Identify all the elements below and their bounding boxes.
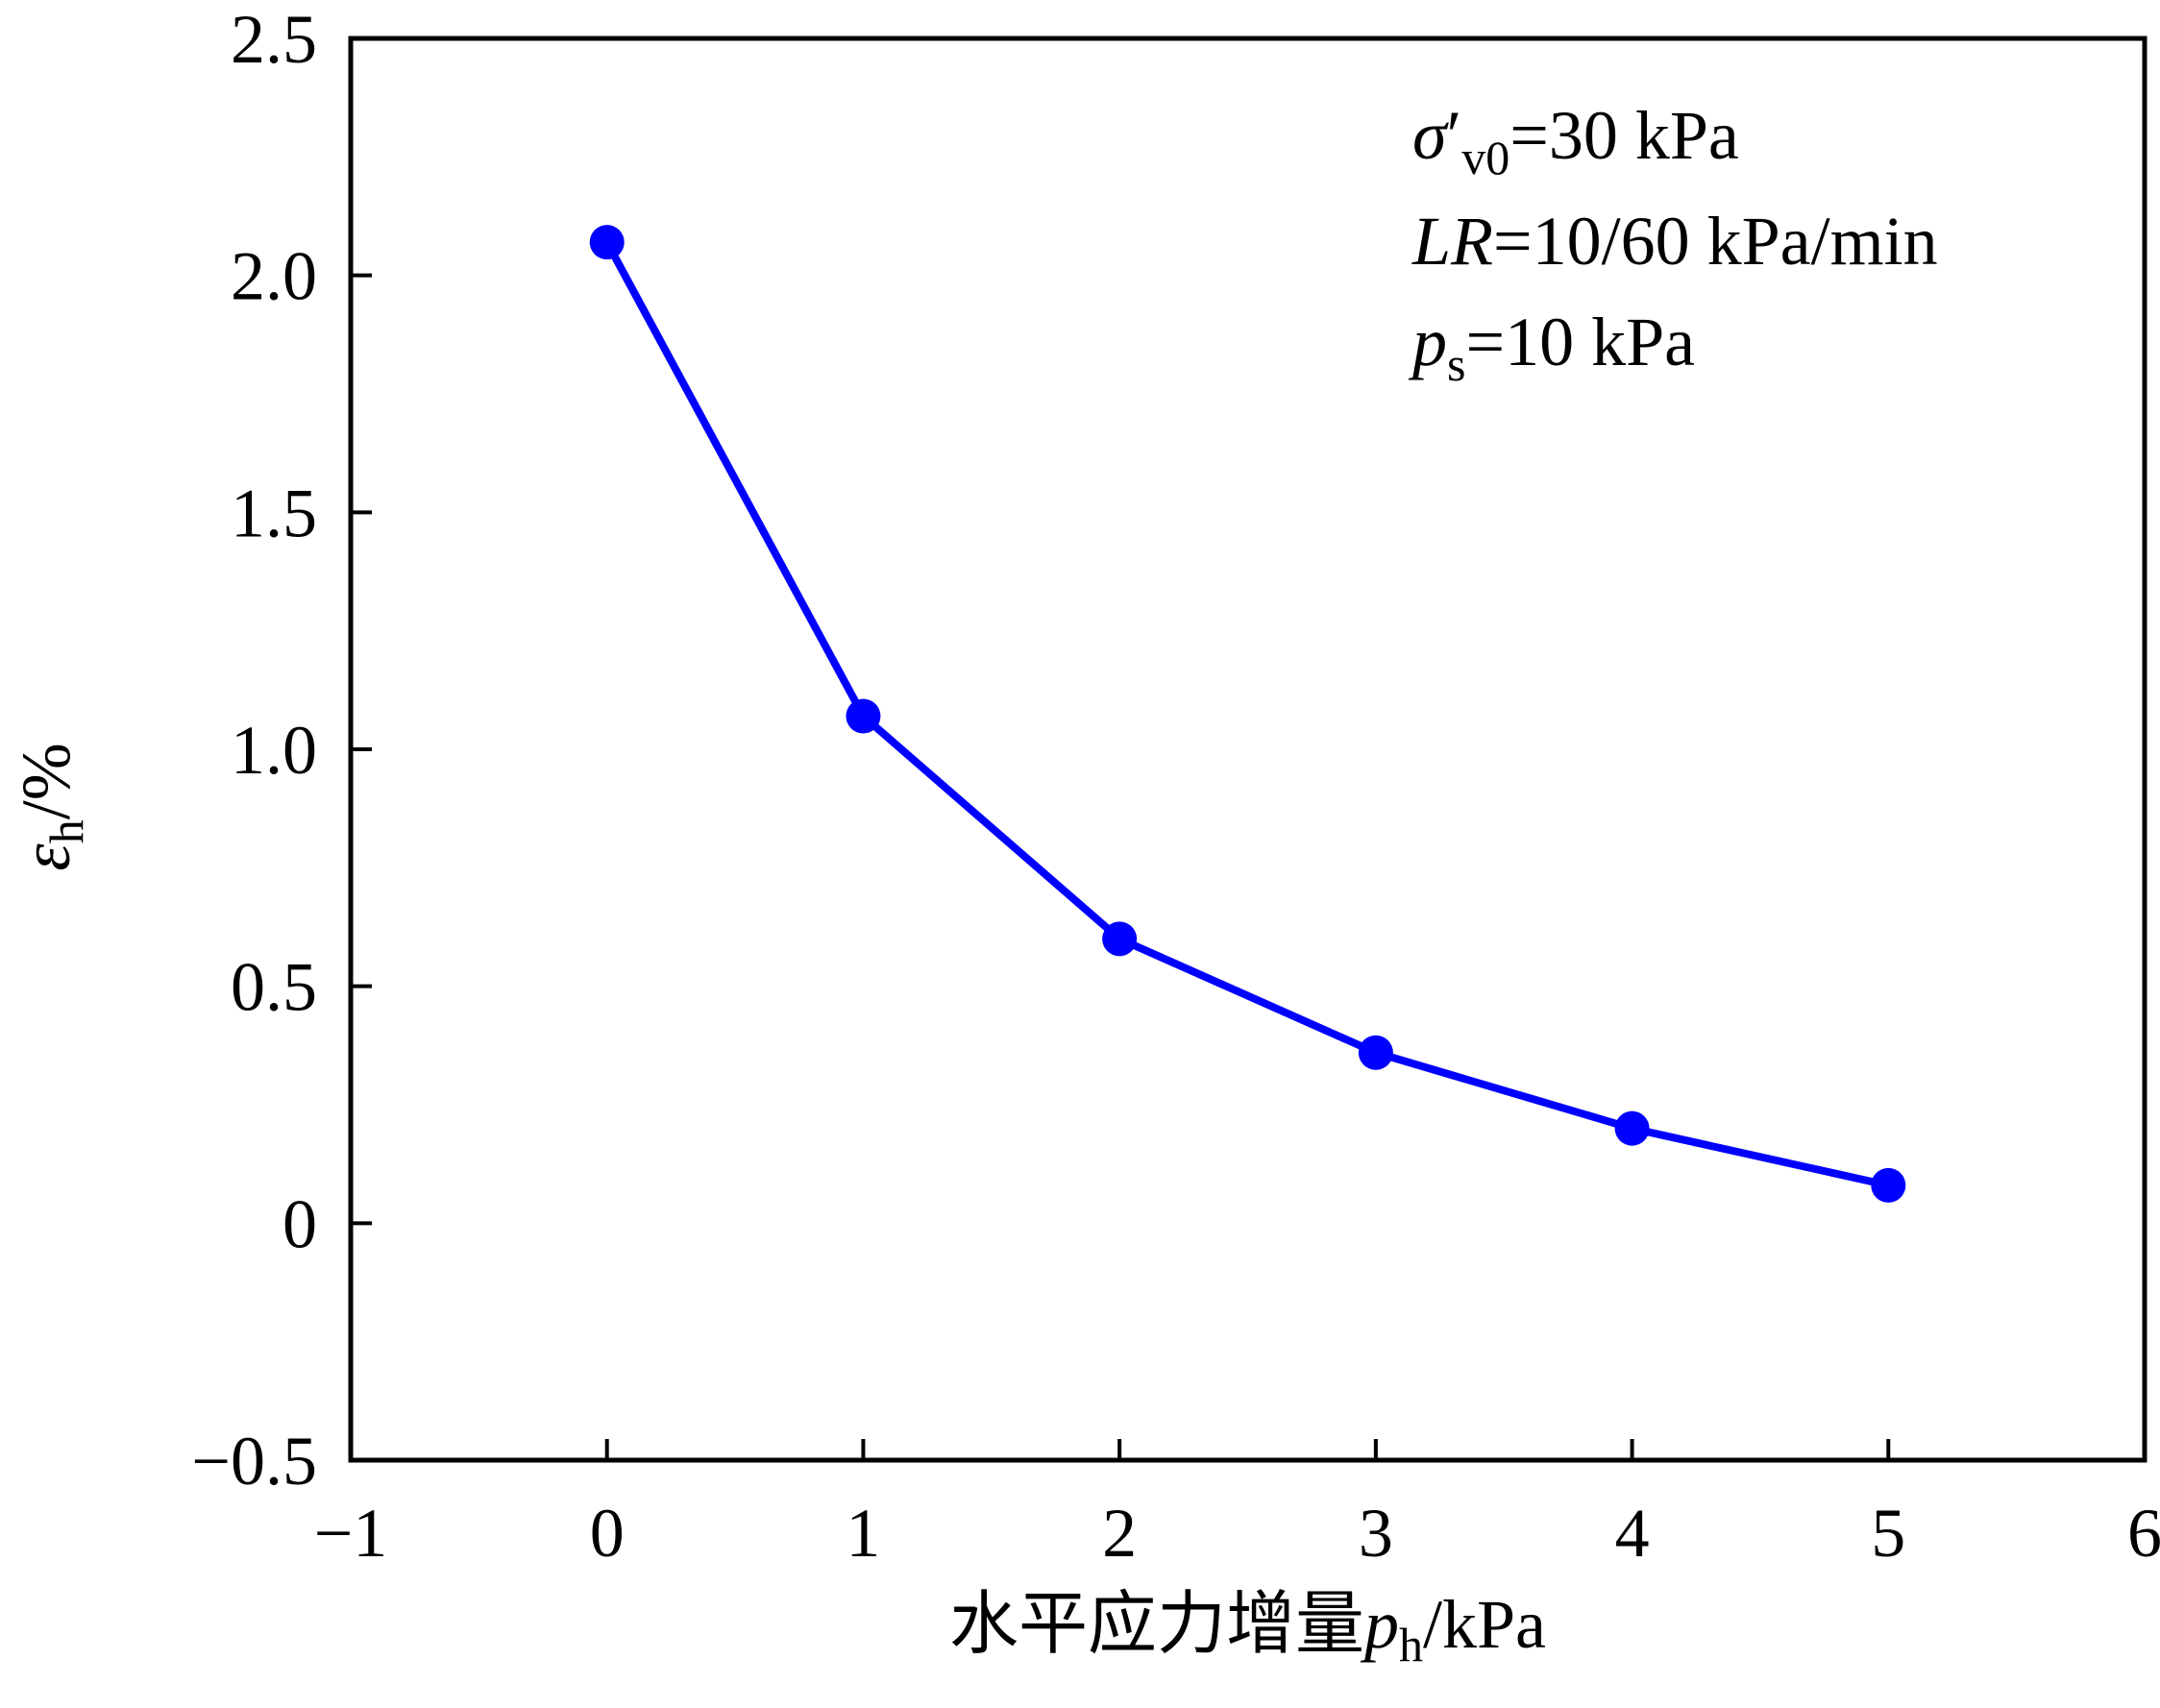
annotation-loading-rate-value: =10/60 kPa/min xyxy=(1493,203,1938,280)
annotation-loading-rate-symbol: LR xyxy=(1411,203,1493,280)
annotation-effective-stress-symbol: σ xyxy=(1412,97,1449,174)
annotation-effective-stress-value: =30 kPa xyxy=(1510,97,1739,174)
annotation-loading-rate: LR=10/60 kPa/min xyxy=(1411,203,1938,280)
y-tick-label: 0 xyxy=(282,1185,317,1262)
x-tick-label: 2 xyxy=(1102,1495,1137,1572)
x-axis-title-subscript: h xyxy=(1399,1618,1423,1671)
y-tick-label: 0.5 xyxy=(231,949,317,1026)
data-point xyxy=(1358,1035,1393,1070)
x-tick-label: −1 xyxy=(314,1495,388,1572)
x-tick-label: 0 xyxy=(590,1495,625,1572)
y-axis-title: εh/% xyxy=(8,743,93,870)
x-tick-label: 3 xyxy=(1359,1495,1393,1572)
y-tick-label: 1.0 xyxy=(231,712,317,789)
x-tick-label: 5 xyxy=(1871,1495,1905,1572)
plot-frame xyxy=(348,36,2148,1463)
x-axis-title-symbol: p xyxy=(1360,1586,1399,1663)
y-tick-label: 2.5 xyxy=(231,1,317,78)
data-point xyxy=(1871,1167,1906,1203)
ticks-layer: −1 0 1 2 3 4 5 6 −0.5 0 0.5 1.0 1.5 2.0 2.5 xyxy=(191,1,2160,1572)
y-tick-label: −0.5 xyxy=(191,1423,317,1500)
x-axis-title-prefix: 水平应力增量 xyxy=(949,1586,1364,1663)
x-tick-label: 6 xyxy=(2127,1495,2160,1572)
annotation-effective-stress-subscript: v0 xyxy=(1461,131,1510,184)
annotation-surcharge-value: =10 kPa xyxy=(1465,304,1695,380)
annotation-effective-stress-prime: ′ xyxy=(1447,97,1462,174)
data-point xyxy=(1614,1110,1650,1146)
y-tick-label: 1.5 xyxy=(231,475,317,551)
y-tick-label: 2.0 xyxy=(231,238,317,315)
annotation-surcharge-subscript: s xyxy=(1447,337,1465,391)
y-axis-title-symbol: ε xyxy=(8,843,85,871)
data-point xyxy=(1102,921,1138,957)
data-point xyxy=(846,698,881,734)
x-axis-title: 水平应力增量ph/kPa xyxy=(949,1586,1546,1671)
x-axis-title-unit: /kPa xyxy=(1423,1586,1546,1663)
y-axis-title-unit: /% xyxy=(8,743,85,819)
data-point xyxy=(589,225,625,260)
y-axis-title-subscript: h xyxy=(39,819,93,843)
series-line xyxy=(603,240,1890,1189)
annotation-effective-stress: σ′v0=30 kPa xyxy=(1412,97,1739,184)
annotation-surcharge: ps=10 kPa xyxy=(1408,304,1695,391)
series-layer xyxy=(589,225,1906,1203)
x-tick-label: 4 xyxy=(1615,1495,1650,1572)
annotation-surcharge-symbol: p xyxy=(1408,304,1447,380)
x-tick-label: 1 xyxy=(846,1495,880,1572)
